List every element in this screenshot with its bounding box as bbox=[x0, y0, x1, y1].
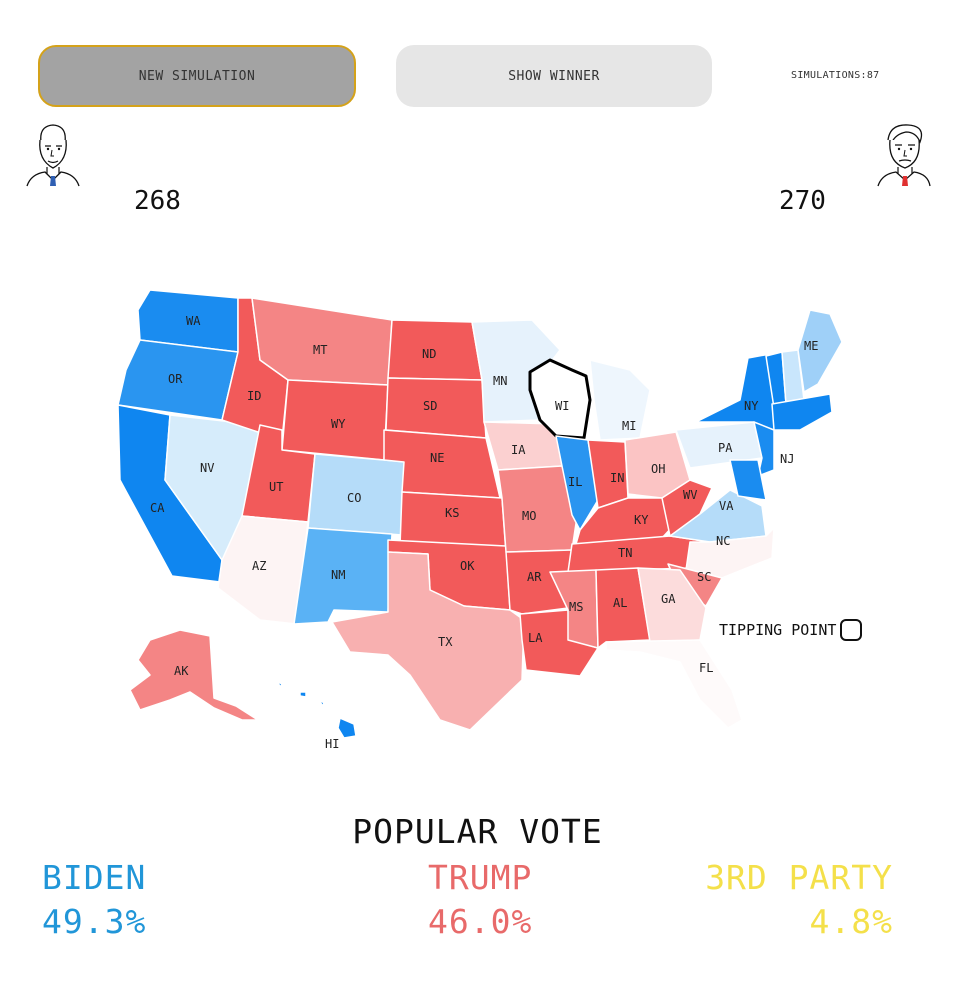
state-OR[interactable] bbox=[117, 339, 239, 421]
svg-text:ME: ME bbox=[804, 339, 818, 353]
trump-popular-vote: 46.0% bbox=[428, 902, 533, 941]
svg-text:FL: FL bbox=[699, 661, 713, 675]
svg-text:MN: MN bbox=[493, 374, 507, 388]
state-MS[interactable] bbox=[549, 569, 599, 649]
svg-text:UT: UT bbox=[269, 480, 283, 494]
svg-text:MT: MT bbox=[313, 343, 327, 357]
svg-text:IA: IA bbox=[511, 443, 526, 457]
tipping-point-swatch bbox=[840, 619, 863, 641]
svg-text:WA: WA bbox=[186, 314, 201, 328]
svg-text:MO: MO bbox=[522, 509, 536, 523]
biden-avatar-icon bbox=[25, 120, 81, 188]
svg-text:CA: CA bbox=[150, 501, 165, 515]
state-FL[interactable] bbox=[605, 639, 743, 729]
svg-text:KS: KS bbox=[445, 506, 459, 520]
svg-text:NM: NM bbox=[331, 568, 345, 582]
svg-text:MS: MS bbox=[569, 600, 583, 614]
svg-text:IL: IL bbox=[568, 475, 582, 489]
svg-text:GA: GA bbox=[661, 592, 676, 606]
svg-text:TN: TN bbox=[618, 546, 632, 560]
svg-text:KY: KY bbox=[634, 513, 649, 527]
third-party-popular-vote: 4.8% bbox=[809, 902, 893, 941]
svg-text:ID: ID bbox=[247, 389, 261, 403]
state-NM[interactable] bbox=[293, 527, 393, 625]
show-winner-button[interactable]: SHOW WINNER bbox=[396, 45, 712, 107]
new-simulation-button[interactable]: NEW SIMULATION bbox=[38, 45, 356, 107]
svg-text:NE: NE bbox=[430, 451, 444, 465]
state-WI[interactable] bbox=[528, 358, 592, 440]
biden-electoral-votes: 268 bbox=[134, 186, 181, 216]
svg-text:PA: PA bbox=[718, 441, 733, 455]
state-AK[interactable] bbox=[129, 629, 259, 721]
biden-popular-vote: 49.3% bbox=[42, 902, 147, 941]
svg-text:NV: NV bbox=[200, 461, 214, 475]
svg-text:OR: OR bbox=[168, 372, 183, 386]
svg-text:NC: NC bbox=[716, 534, 730, 548]
svg-text:NY: NY bbox=[744, 399, 759, 413]
svg-text:AK: AK bbox=[174, 664, 189, 678]
svg-text:OH: OH bbox=[651, 462, 665, 476]
tipping-point-legend: TIPPING POINT bbox=[719, 619, 863, 641]
svg-text:LA: LA bbox=[528, 631, 543, 645]
simulation-counter: SIMULATIONS:87 bbox=[791, 70, 880, 81]
state-AR[interactable] bbox=[505, 549, 573, 615]
state-MI[interactable] bbox=[589, 359, 651, 441]
svg-text:TX: TX bbox=[438, 635, 453, 649]
svg-text:AZ: AZ bbox=[252, 559, 266, 573]
svg-text:WI: WI bbox=[555, 399, 569, 413]
state-ME[interactable] bbox=[797, 309, 843, 393]
svg-text:HI: HI bbox=[325, 737, 339, 751]
us-election-map: WA OR CA NV ID MT WY UT AZ CO NM ND SD N… bbox=[117, 289, 843, 751]
state-HI[interactable] bbox=[277, 681, 357, 739]
svg-text:NJ: NJ bbox=[780, 452, 794, 466]
svg-text:AL: AL bbox=[613, 596, 627, 610]
state-NE-small[interactable] bbox=[729, 459, 767, 501]
svg-text:CO: CO bbox=[347, 491, 361, 505]
trump-electoral-votes: 270 bbox=[779, 186, 826, 216]
svg-text:VA: VA bbox=[719, 499, 734, 513]
state-GA[interactable] bbox=[637, 567, 707, 643]
svg-text:IN: IN bbox=[610, 471, 624, 485]
svg-text:WV: WV bbox=[683, 488, 697, 502]
state-NJ[interactable] bbox=[753, 421, 775, 477]
state-labels: WA OR CA NV ID MT WY UT AZ CO NM ND SD N… bbox=[150, 314, 818, 751]
popular-vote-title: POPULAR VOTE bbox=[352, 812, 603, 851]
svg-text:MI: MI bbox=[622, 419, 636, 433]
svg-text:ND: ND bbox=[422, 347, 436, 361]
svg-text:SD: SD bbox=[423, 399, 437, 413]
trump-name: TRUMP bbox=[428, 858, 533, 897]
biden-name: BIDEN bbox=[42, 858, 147, 897]
svg-text:WY: WY bbox=[331, 417, 346, 431]
state-MA-CT-RI[interactable] bbox=[771, 393, 833, 431]
third-party-name: 3RD PARTY bbox=[705, 858, 893, 897]
state-TX[interactable] bbox=[331, 551, 525, 731]
trump-avatar-icon bbox=[876, 120, 932, 188]
svg-text:SC: SC bbox=[697, 570, 711, 584]
svg-text:AR: AR bbox=[527, 570, 542, 584]
tipping-point-label: TIPPING POINT bbox=[719, 621, 837, 639]
svg-text:OK: OK bbox=[460, 559, 475, 573]
